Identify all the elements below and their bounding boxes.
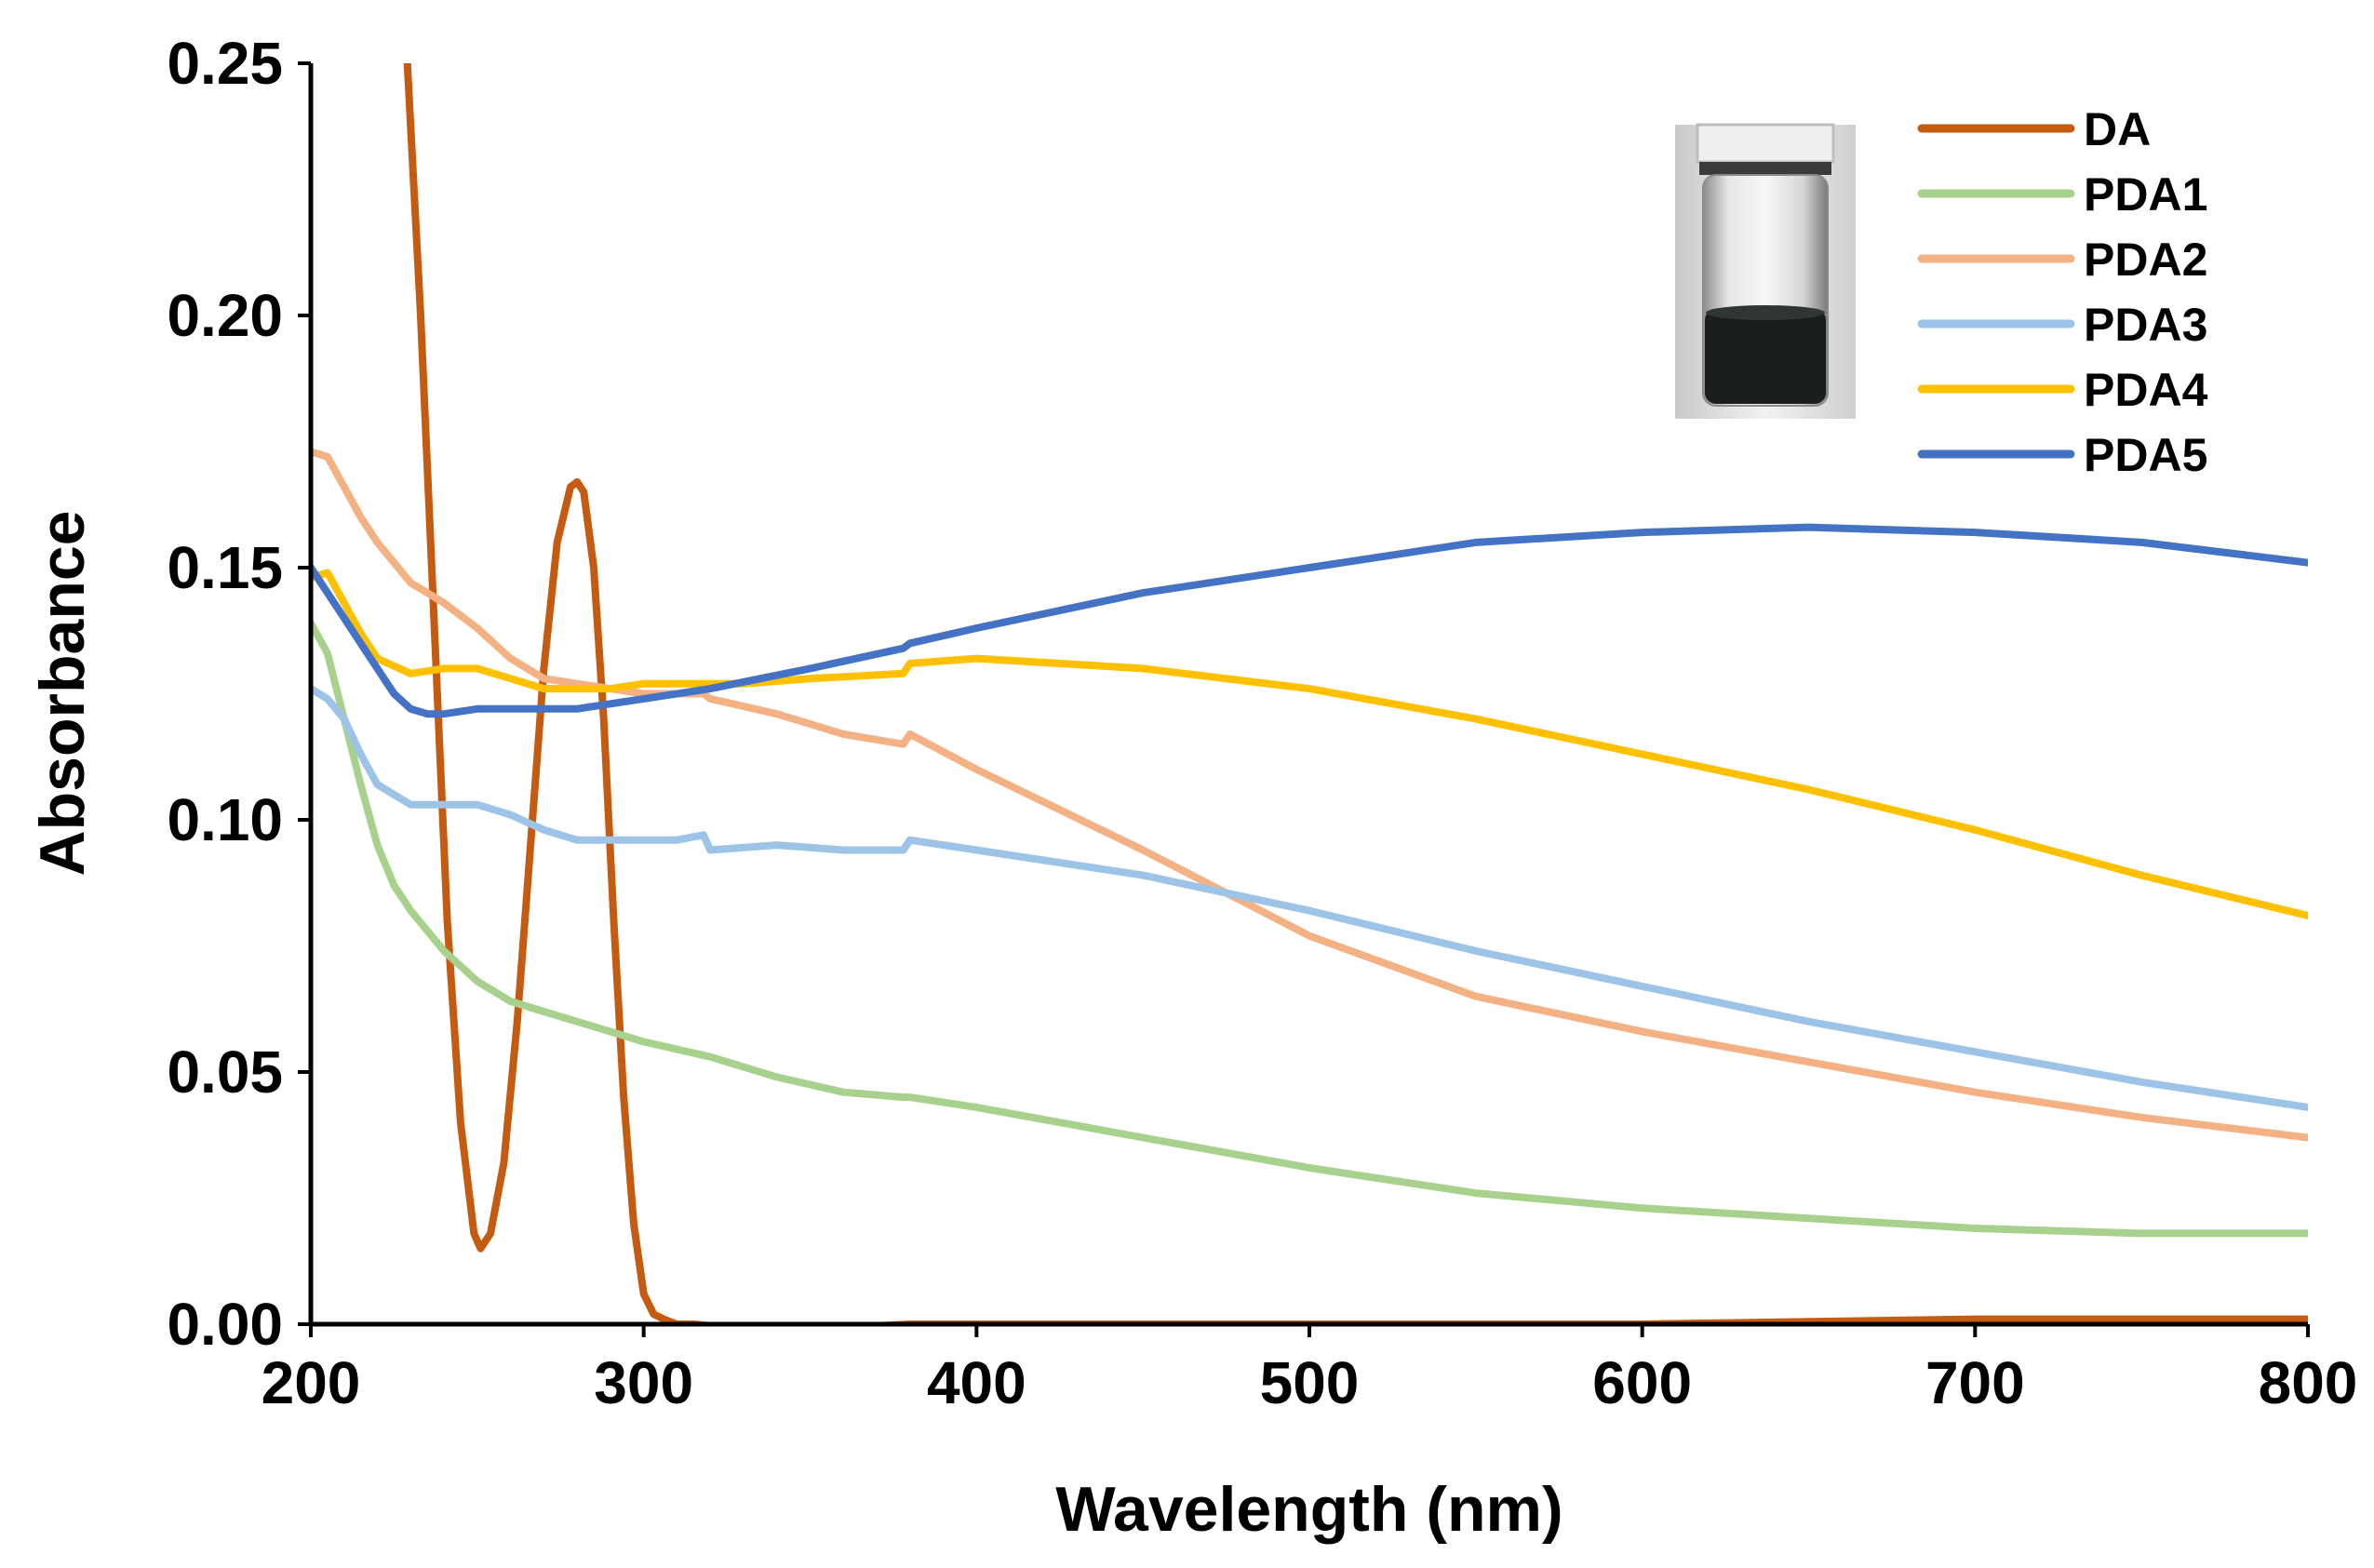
series-line-da xyxy=(403,63,2308,1324)
x-tick-label: 200 xyxy=(262,1349,361,1416)
y-tick-label: 0.20 xyxy=(167,282,283,349)
x-axis-title: Wavelength (nm) xyxy=(1055,1474,1563,1545)
y-tick-label: 0.25 xyxy=(167,30,283,97)
x-tick-label: 700 xyxy=(1925,1349,2025,1416)
legend-label-pda1: PDA1 xyxy=(2084,168,2207,221)
legend-label-pda5: PDA5 xyxy=(2084,429,2207,481)
vial-liquid-surface xyxy=(1706,305,1825,320)
legend-label-pda4: PDA4 xyxy=(2084,364,2208,416)
series-line-pda5 xyxy=(311,523,2308,718)
x-axis-ticks: 200 300 400 500 600 700 800 xyxy=(262,1324,2358,1416)
legend: DA PDA1 PDA2 PDA3 PDA4 PDA5 xyxy=(1917,103,2208,481)
x-tick-label: 400 xyxy=(927,1349,1026,1416)
y-tick-label: 0.15 xyxy=(167,534,283,601)
y-tick-label: 0.00 xyxy=(167,1291,283,1358)
vial-neck xyxy=(1699,162,1831,175)
x-tick-label: 300 xyxy=(594,1349,693,1416)
y-axis-ticks: 0.00 0.05 0.10 0.15 0.20 0.25 xyxy=(167,30,311,1358)
x-tick-label: 500 xyxy=(1260,1349,1360,1416)
y-tick-label: 0.05 xyxy=(167,1039,283,1106)
series-line-pda2 xyxy=(311,448,2308,1142)
y-axis-title: Absorbance xyxy=(27,511,98,877)
series-line-pda1 xyxy=(311,619,2308,1238)
series-line-pda4 xyxy=(311,569,2308,919)
vial-cap xyxy=(1696,123,1835,164)
x-tick-label: 800 xyxy=(2259,1349,2358,1416)
legend-label-pda2: PDA2 xyxy=(2084,234,2207,286)
legend-label-da: DA xyxy=(2084,103,2151,155)
vial-photo-inset xyxy=(1675,123,1856,419)
vial-liquid xyxy=(1705,309,1826,404)
y-tick-label: 0.10 xyxy=(167,786,283,853)
x-tick-label: 600 xyxy=(1592,1349,1692,1416)
legend-label-pda3: PDA3 xyxy=(2084,299,2207,351)
plot-lines xyxy=(311,63,2308,1324)
series-line-pda3 xyxy=(311,685,2308,1111)
